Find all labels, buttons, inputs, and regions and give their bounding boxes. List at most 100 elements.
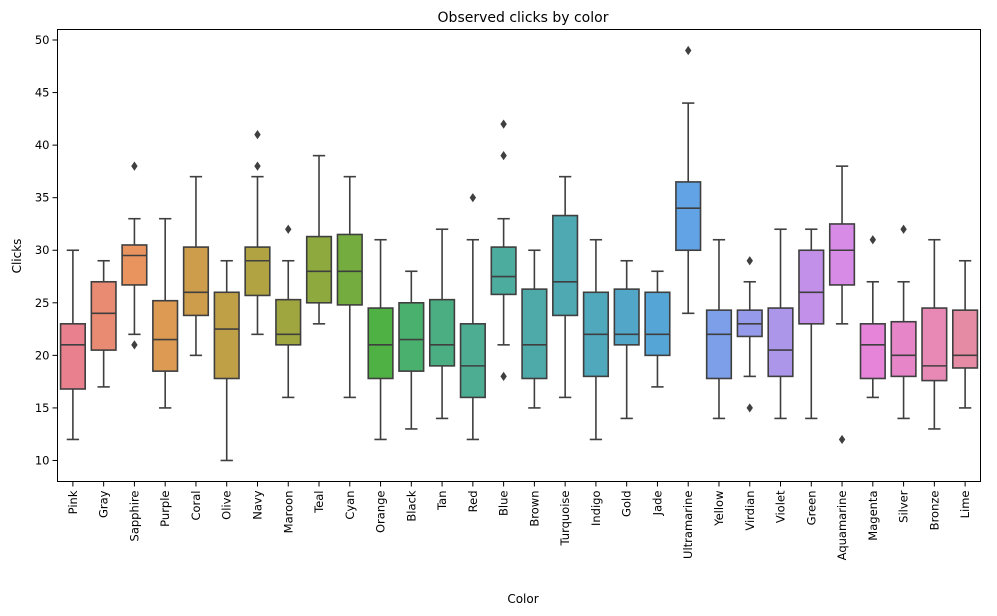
box xyxy=(859,323,886,380)
box xyxy=(336,233,363,306)
box-group-navy xyxy=(244,130,271,336)
box-group-red xyxy=(459,193,486,441)
x-tick-label: Ultramarine xyxy=(681,491,695,559)
box xyxy=(367,307,394,380)
box xyxy=(705,309,733,380)
box-group-pink xyxy=(59,249,86,441)
box xyxy=(552,214,579,317)
box xyxy=(428,298,456,367)
outlier-point xyxy=(469,193,477,203)
chart-title: Observed clicks by color xyxy=(438,10,609,26)
box xyxy=(767,307,794,378)
box xyxy=(798,249,825,325)
box xyxy=(613,288,640,346)
x-tick-label: Gold xyxy=(620,491,634,517)
box-group-coral xyxy=(182,175,210,357)
x-tick-label: Jade xyxy=(650,491,664,517)
plot-frame xyxy=(57,29,981,482)
outlier-point xyxy=(500,119,507,129)
box-group-silver xyxy=(890,224,917,420)
box-group-cyan xyxy=(336,175,363,399)
outlier-point xyxy=(131,340,138,350)
x-tick-label: Indigo xyxy=(589,491,603,527)
box-group-gray xyxy=(90,259,117,388)
x-tick-label: Tan xyxy=(435,491,449,511)
box-group-ultramarine xyxy=(675,45,702,315)
box xyxy=(398,302,425,372)
box xyxy=(890,320,917,378)
box xyxy=(59,323,86,390)
x-tick-label: Sapphire xyxy=(127,491,141,542)
x-tick-label: Olive xyxy=(220,491,234,520)
x-tick-label: Coral xyxy=(189,491,203,521)
x-tick-label: Violet xyxy=(774,490,788,523)
box xyxy=(490,246,517,296)
box xyxy=(828,223,856,286)
y-tick-label: 30 xyxy=(35,243,50,257)
outlier-point xyxy=(838,434,846,445)
outlier-point xyxy=(900,224,907,234)
box xyxy=(521,288,548,380)
x-tick-label: Red xyxy=(466,491,480,513)
outlier-point xyxy=(685,45,692,56)
outlier-point xyxy=(254,130,261,140)
box-group-violet xyxy=(767,228,794,420)
box-group-purple xyxy=(152,217,179,409)
y-tick-label: 20 xyxy=(35,348,50,362)
x-tick-label: Pink xyxy=(66,490,80,514)
x-tick-label: Green xyxy=(804,491,818,526)
box-group-bronze xyxy=(921,238,948,430)
box-group-orange xyxy=(367,238,394,441)
box-group-indigo xyxy=(582,238,610,441)
x-tick-label: Navy xyxy=(250,490,264,519)
x-tick-label: Gray xyxy=(97,490,111,518)
outlier-point xyxy=(285,224,292,234)
box xyxy=(459,323,486,399)
box xyxy=(244,246,271,297)
x-tick-label: Blue xyxy=(497,491,511,516)
outlier-point xyxy=(869,235,877,245)
y-tick-label: 10 xyxy=(35,453,50,467)
box-group-blue xyxy=(490,119,517,381)
x-tick-label: Brown xyxy=(527,491,541,527)
y-tick-label: 50 xyxy=(35,33,50,47)
box xyxy=(644,291,671,357)
box xyxy=(182,246,210,317)
x-tick-label: Aquamarine xyxy=(835,491,849,561)
box-group-brown xyxy=(521,249,548,409)
outlier-point xyxy=(500,371,507,381)
box xyxy=(213,291,240,380)
outlier-point xyxy=(746,403,753,413)
box xyxy=(152,299,179,372)
x-tick-label: Silver xyxy=(897,490,911,523)
box xyxy=(952,309,979,369)
box-group-aquamarine xyxy=(828,165,856,445)
box-group-virdian xyxy=(736,256,763,413)
outlier-point xyxy=(500,151,507,161)
y-tick-label: 40 xyxy=(35,138,50,152)
x-tick-label: Turquoise xyxy=(558,491,572,547)
x-tick-label: Magenta xyxy=(866,491,880,541)
x-tick-label: Yellow xyxy=(712,491,726,527)
box-group-black xyxy=(398,270,425,430)
box xyxy=(90,280,117,351)
outlier-point xyxy=(746,256,753,266)
x-tick-label: Cyan xyxy=(343,491,357,520)
plot-area xyxy=(59,45,979,462)
box-group-maroon xyxy=(275,224,302,399)
box-group-green xyxy=(798,228,825,420)
box-group-gold xyxy=(613,259,640,420)
x-tick-label: Bronze xyxy=(927,491,941,531)
outlier-point xyxy=(254,161,261,171)
x-tick-label: Teal xyxy=(312,491,326,514)
x-tick-label: Black xyxy=(404,490,418,521)
y-tick-label: 25 xyxy=(35,296,50,310)
y-tick-label: 15 xyxy=(35,401,50,415)
box xyxy=(305,235,333,304)
x-tick-label: Maroon xyxy=(281,491,295,534)
box-group-sapphire xyxy=(121,161,148,350)
box xyxy=(921,307,948,382)
box-group-jade xyxy=(644,270,671,388)
box-group-magenta xyxy=(859,235,886,399)
